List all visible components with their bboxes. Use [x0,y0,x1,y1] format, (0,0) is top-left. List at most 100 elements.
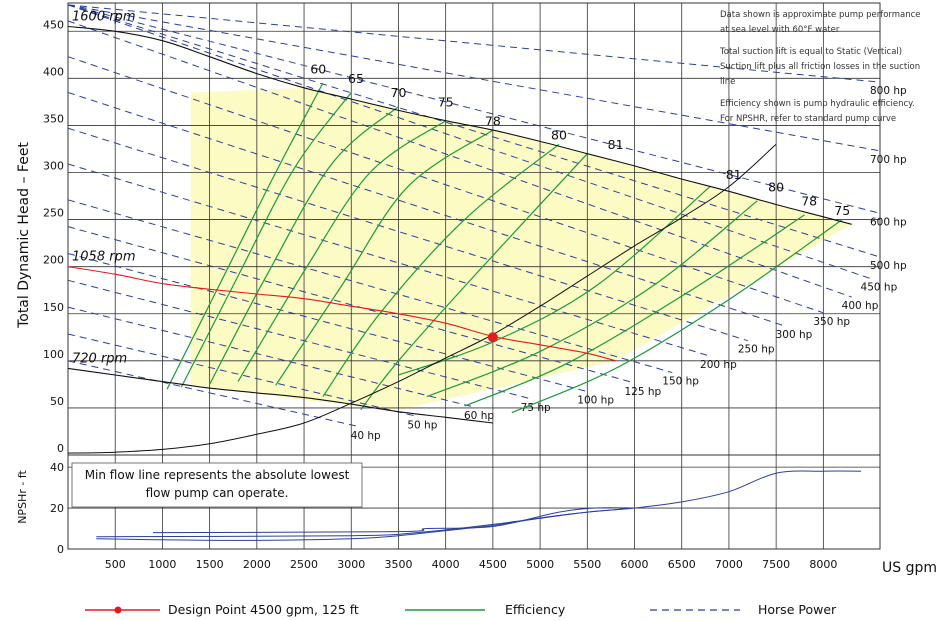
horse-power-line [67,360,361,428]
horse-power-label: 50 hp [407,419,437,431]
x-tick-label: 6500 [668,558,696,571]
horse-power-label: 500 hp [870,260,907,272]
efficiency-label: 65 [348,71,364,86]
x-tick-label: 3000 [337,558,365,571]
horse-power-line [67,163,711,357]
legend-efficiency-label: Efficiency [505,602,566,617]
horse-power-line [67,20,852,298]
x-tick-label: 3500 [384,558,412,571]
speed-curves: 1600 rpm 1058 rpm 720 rpm [67,10,852,454]
efficiency-label: 78 [801,193,817,208]
x-tick-label: 2500 [290,558,318,571]
note-2: Total suction lift is equal to Static (V… [720,47,921,87]
note-3: Efficiency shown is pump hydraulic effic… [720,99,915,124]
speed-curve-label: 720 rpm [72,351,127,366]
horse-power-label: 40 hp [351,430,381,442]
efficiency-label: 75 [834,203,850,218]
y-tick-label: 200 [43,254,64,267]
y-tick-label: 150 [43,301,64,314]
horse-power-label: 150 hp [662,376,699,388]
efficiency-lines [166,82,843,414]
horse-power-label: 75 hp [521,402,551,414]
horse-power-line [67,226,635,384]
horse-power-label: 60 hp [464,410,494,422]
legend-design-label: Design Point 4500 gpm, 125 ft [168,602,359,617]
min-flow-box: Min flow line represents the absolute lo… [71,462,363,508]
system-curve [67,143,777,454]
chart-labels: 60 65 70 75 78 80 81 81 80 78 75 [310,62,850,218]
horse-power-line [67,199,673,374]
x-tick-label: 2000 [243,558,271,571]
notes-block: Data shown is approximate pump performan… [720,10,921,124]
x-tick-label: 5000 [526,558,554,571]
efficiency-line [360,153,588,411]
efficiency-line [511,219,843,414]
horse-power-label: 450 hp [861,282,898,294]
horse-power-label: 300 hp [776,329,813,341]
y-tick-label: 300 [43,160,64,173]
horse-power-line [67,4,881,214]
efficiency-label: 78 [485,113,501,128]
min-flow-note: Min flow line represents the absolute lo… [84,468,350,500]
legend-design-marker [114,606,122,614]
x-tick-label: 7000 [715,558,743,571]
efficiency-line [180,92,352,388]
efficiency-line [322,143,560,397]
npsh-tick-label: 20 [50,502,64,515]
horse-power-label: 350 hp [813,316,850,328]
speed-curve [67,367,493,424]
horse-power-label: 400 hp [842,300,879,312]
horse-power-line [67,56,824,314]
legend-power-label: Horse Power [758,602,837,617]
efficiency-line [464,214,805,407]
npsh-curve [96,507,635,538]
y-tick-label: 50 [50,395,64,408]
horse-power-label: 700 hp [870,154,907,166]
horse-power-line [67,4,881,83]
horse-power-label: 100 hp [577,395,614,407]
npsh-tick-label: 0 [57,543,64,556]
npsh-tick-label: 40 [50,461,64,474]
npsh-axis-title: NPSHr - ft [16,470,29,524]
efficiency-label: 60 [310,62,326,77]
y-axis-title: Total Dynamic Head – Feet [16,142,32,329]
horse-power-line [67,4,871,280]
horse-power-line [67,306,475,408]
x-tick-label: 5500 [573,558,601,571]
efficiency-line [426,200,758,398]
horse-power-label: 125 hp [625,386,662,398]
x-tick-label: 1500 [196,558,224,571]
efficiency-line [209,106,399,385]
npsh-panel [96,470,862,541]
design-point-marker [487,332,498,343]
x-tick-label: 8000 [809,558,837,571]
x-tick-label: 500 [105,558,126,571]
speed-curve-label: 1600 rpm [72,10,135,25]
horse-power-label: 800 hp [870,85,907,97]
y-tick-label: 350 [43,112,64,125]
horse-power-line [67,4,881,152]
x-tick-label: 4000 [432,558,460,571]
horse-power-line [67,4,881,258]
efficiency-label: 75 [438,95,454,110]
efficiency-label: 81 [608,137,624,152]
x-tick-label: 6000 [621,558,649,571]
horse-power-line [67,279,531,400]
horse-power-label: 600 hp [870,216,907,228]
plot-frame [67,2,881,550]
x-tick-label: 1000 [148,558,176,571]
legend: Design Point 4500 gpm, 125 ft Efficiency… [85,602,837,617]
y-tick-label: 450 [43,18,64,31]
efficiency-label: 80 [768,179,784,194]
x-tick-label: 7500 [762,558,790,571]
efficiency-line [275,129,494,386]
efficiency-line [237,120,447,382]
efficiency-label: 81 [726,167,742,182]
operating-region-fill [190,87,852,410]
y-tick-label: 0 [57,442,64,455]
operating-region [190,87,852,410]
efficiency-label: 70 [391,85,407,100]
npsh-curve [152,507,635,534]
